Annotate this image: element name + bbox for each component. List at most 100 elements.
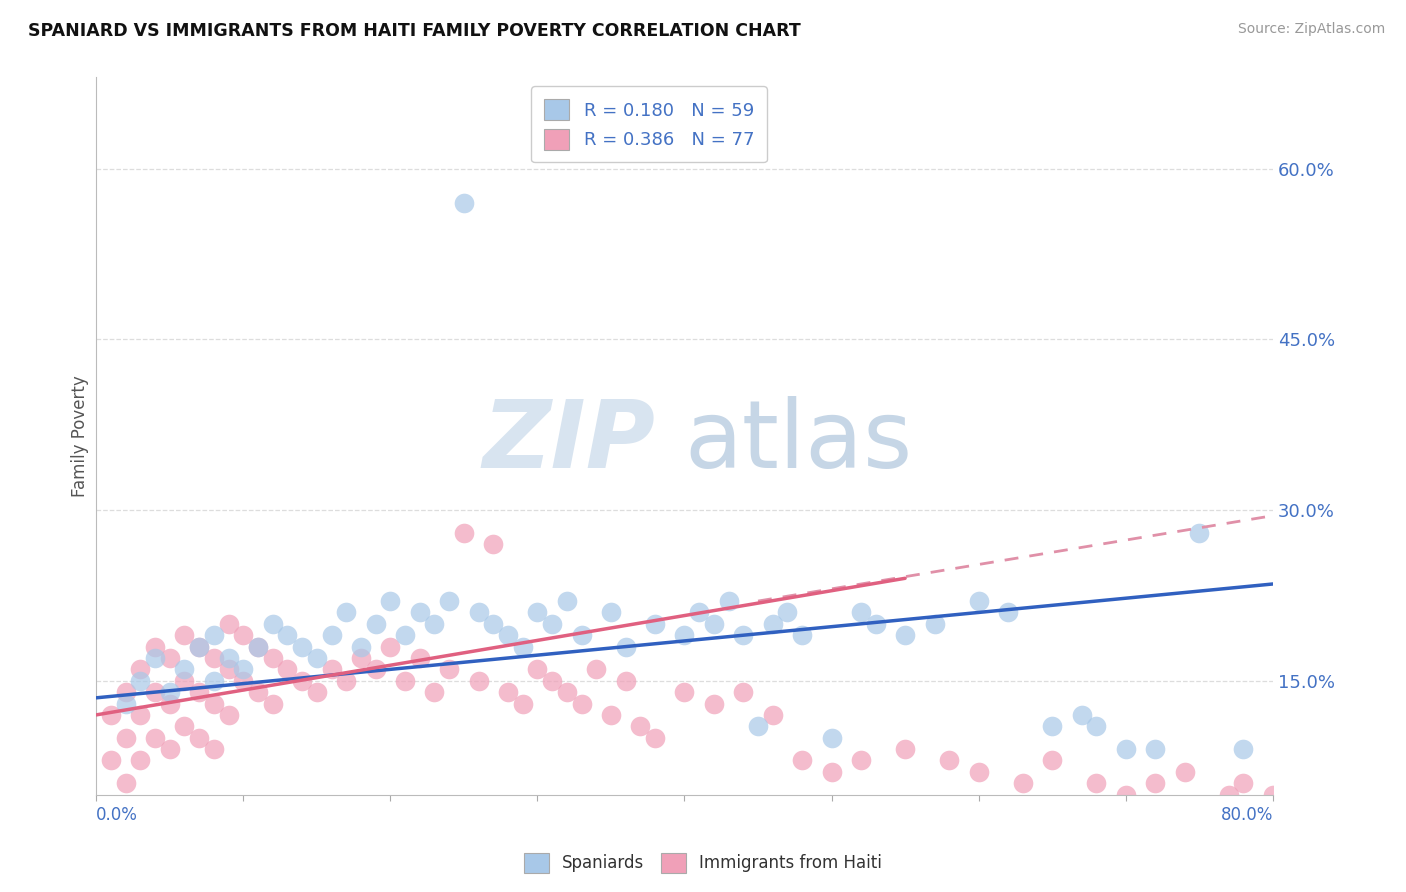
Point bbox=[114, 731, 136, 745]
Point bbox=[232, 628, 254, 642]
Point bbox=[644, 616, 666, 631]
Point bbox=[159, 685, 181, 699]
Point bbox=[967, 594, 990, 608]
Point bbox=[555, 685, 578, 699]
Point bbox=[173, 628, 195, 642]
Point bbox=[644, 731, 666, 745]
Point bbox=[335, 673, 357, 688]
Point bbox=[997, 606, 1019, 620]
Point bbox=[1144, 742, 1167, 756]
Point bbox=[1011, 776, 1033, 790]
Point bbox=[246, 685, 269, 699]
Point bbox=[188, 640, 211, 654]
Point bbox=[437, 662, 460, 676]
Point bbox=[291, 640, 314, 654]
Point bbox=[380, 594, 402, 608]
Point bbox=[512, 640, 534, 654]
Point bbox=[673, 685, 696, 699]
Point bbox=[276, 662, 298, 676]
Point bbox=[232, 662, 254, 676]
Point bbox=[703, 697, 725, 711]
Text: 0.0%: 0.0% bbox=[96, 806, 138, 824]
Point bbox=[614, 640, 637, 654]
Point bbox=[218, 662, 240, 676]
Point bbox=[335, 606, 357, 620]
Point bbox=[246, 640, 269, 654]
Point bbox=[496, 628, 519, 642]
Point bbox=[100, 707, 122, 722]
Point bbox=[571, 697, 593, 711]
Point bbox=[202, 697, 225, 711]
Point bbox=[924, 616, 946, 631]
Point bbox=[218, 651, 240, 665]
Point bbox=[143, 651, 166, 665]
Point bbox=[967, 764, 990, 779]
Point bbox=[820, 731, 842, 745]
Point bbox=[1115, 788, 1137, 802]
Point bbox=[849, 606, 872, 620]
Point bbox=[688, 606, 710, 620]
Point bbox=[202, 628, 225, 642]
Point bbox=[776, 606, 799, 620]
Point bbox=[865, 616, 887, 631]
Point bbox=[894, 628, 917, 642]
Point bbox=[938, 753, 960, 767]
Point bbox=[555, 594, 578, 608]
Point bbox=[173, 719, 195, 733]
Point bbox=[541, 673, 564, 688]
Point bbox=[541, 616, 564, 631]
Point bbox=[129, 753, 152, 767]
Point bbox=[512, 697, 534, 711]
Point bbox=[305, 685, 328, 699]
Text: 80.0%: 80.0% bbox=[1220, 806, 1272, 824]
Point bbox=[1040, 719, 1063, 733]
Point bbox=[409, 651, 432, 665]
Point bbox=[733, 628, 755, 642]
Point bbox=[526, 606, 548, 620]
Point bbox=[159, 742, 181, 756]
Point bbox=[585, 662, 607, 676]
Point bbox=[218, 616, 240, 631]
Point bbox=[762, 707, 785, 722]
Text: Source: ZipAtlas.com: Source: ZipAtlas.com bbox=[1237, 22, 1385, 37]
Point bbox=[1173, 764, 1195, 779]
Text: SPANIARD VS IMMIGRANTS FROM HAITI FAMILY POVERTY CORRELATION CHART: SPANIARD VS IMMIGRANTS FROM HAITI FAMILY… bbox=[28, 22, 801, 40]
Point bbox=[380, 640, 402, 654]
Point bbox=[792, 628, 814, 642]
Point bbox=[202, 742, 225, 756]
Point bbox=[394, 628, 416, 642]
Point bbox=[673, 628, 696, 642]
Point bbox=[1115, 742, 1137, 756]
Point bbox=[143, 640, 166, 654]
Point bbox=[437, 594, 460, 608]
Point bbox=[1085, 776, 1108, 790]
Point bbox=[232, 673, 254, 688]
Point bbox=[600, 707, 623, 722]
Point bbox=[571, 628, 593, 642]
Point bbox=[114, 685, 136, 699]
Point bbox=[820, 764, 842, 779]
Text: atlas: atlas bbox=[685, 396, 912, 488]
Point bbox=[305, 651, 328, 665]
Point bbox=[188, 640, 211, 654]
Point bbox=[364, 662, 387, 676]
Point bbox=[173, 662, 195, 676]
Point bbox=[1232, 776, 1254, 790]
Point bbox=[423, 616, 446, 631]
Point bbox=[129, 707, 152, 722]
Point bbox=[717, 594, 740, 608]
Point bbox=[482, 537, 505, 551]
Point bbox=[159, 697, 181, 711]
Point bbox=[1261, 788, 1284, 802]
Y-axis label: Family Poverty: Family Poverty bbox=[72, 376, 89, 497]
Point bbox=[364, 616, 387, 631]
Point bbox=[262, 616, 284, 631]
Point bbox=[453, 525, 475, 540]
Point bbox=[262, 697, 284, 711]
Point bbox=[143, 685, 166, 699]
Point bbox=[792, 753, 814, 767]
Point bbox=[467, 673, 489, 688]
Point bbox=[129, 662, 152, 676]
Point bbox=[614, 673, 637, 688]
Text: ZIP: ZIP bbox=[482, 396, 655, 488]
